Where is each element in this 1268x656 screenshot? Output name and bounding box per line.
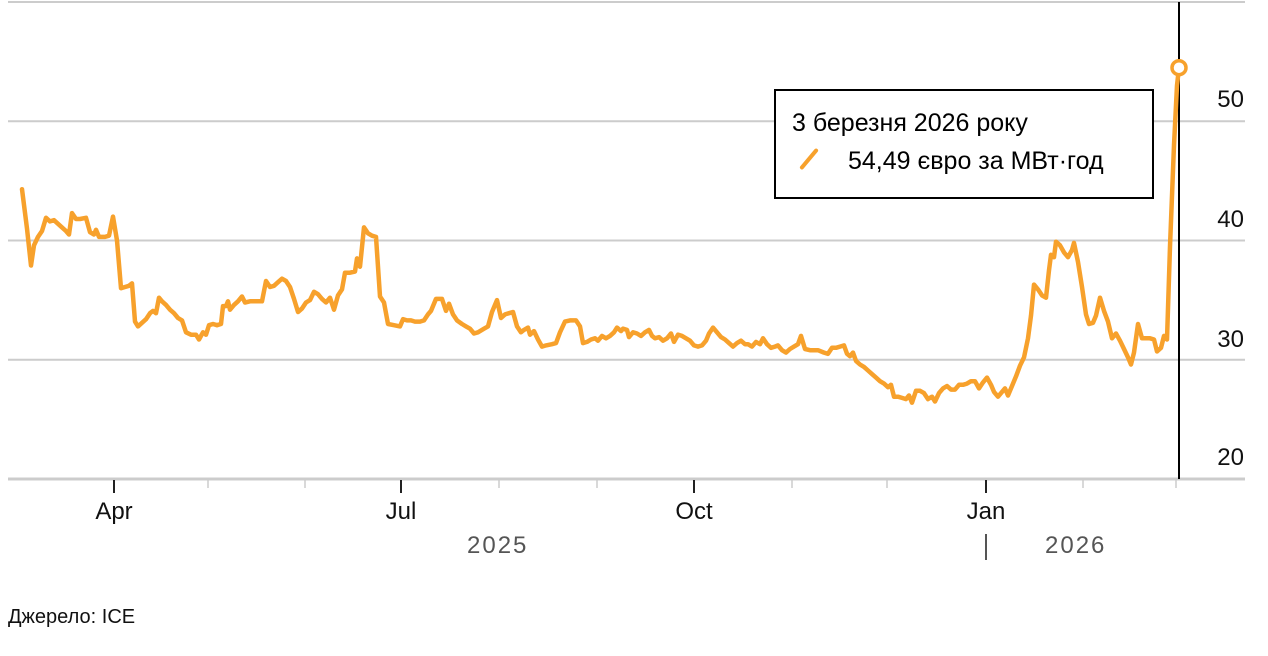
x-label-jan: Jan bbox=[966, 498, 1006, 525]
x-label-oct: Oct bbox=[675, 498, 713, 525]
y-label-50: 50 bbox=[1217, 86, 1244, 113]
tooltip-date: 3 березня 2026 року bbox=[792, 109, 1028, 137]
y-label-20: 20 bbox=[1217, 444, 1244, 471]
year-label-2026: 2026 bbox=[1045, 532, 1107, 559]
y-label-30: 30 bbox=[1217, 326, 1244, 353]
tooltip-value: 54,49 євро за МВт·год bbox=[848, 147, 1104, 175]
x-label-apr: Apr bbox=[95, 498, 133, 525]
highlight-point[interactable] bbox=[1170, 58, 1188, 77]
gridlines bbox=[8, 1, 1245, 481]
tooltip: 3 березня 2026 року 54,49 євро за МВт·го… bbox=[774, 89, 1154, 199]
source-note: Джерело: ICE bbox=[8, 606, 136, 628]
legend-swatch-icon bbox=[799, 147, 819, 171]
y-label-40: 40 bbox=[1217, 206, 1244, 233]
x-axis-ticks bbox=[113, 480, 1177, 493]
price-line[interactable] bbox=[19, 65, 1182, 405]
x-label-jul: Jul bbox=[385, 498, 417, 525]
year-label-2025: 2025 bbox=[467, 532, 529, 559]
